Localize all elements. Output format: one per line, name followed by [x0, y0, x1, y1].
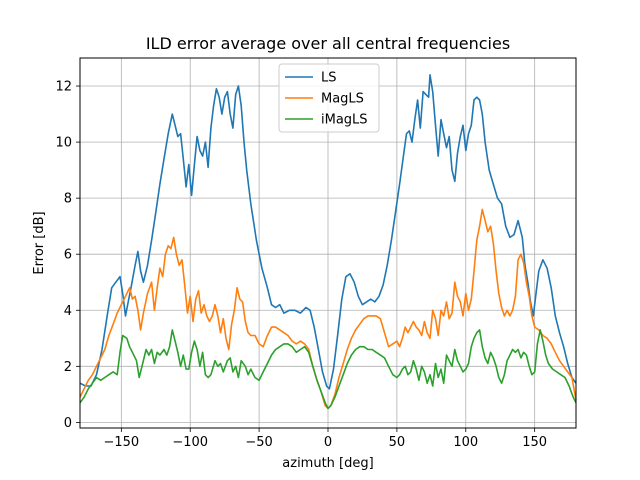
x-tick-label: 150: [522, 435, 547, 450]
y-tick-label: 0: [64, 416, 72, 431]
chart-title: ILD error average over all central frequ…: [146, 34, 510, 53]
y-tick-label: 6: [64, 248, 72, 263]
x-axis-label: azimuth [deg]: [282, 456, 373, 471]
x-axis: −150 −100 −50 0 50 100 150: [103, 428, 547, 450]
series-line-ls: [79, 74, 577, 390]
y-tick-label: 10: [55, 136, 72, 151]
series-line-imagls: [79, 329, 577, 410]
x-tick-label: −50: [245, 435, 272, 450]
x-tick-label: −150: [103, 435, 139, 450]
y-tick-label: 8: [64, 192, 72, 207]
legend: LS MagLS iMagLS: [278, 63, 380, 133]
y-tick-label: 2: [64, 360, 72, 375]
legend-label: MagLS: [321, 92, 364, 107]
y-tick-label: 12: [55, 80, 72, 95]
legend-box: [278, 63, 380, 133]
x-tick-label: 50: [389, 435, 406, 450]
y-tick-label: 4: [64, 304, 72, 319]
x-tick-label: −100: [172, 435, 208, 450]
legend-label: iMagLS: [321, 113, 368, 128]
y-axis-label: Error [dB]: [32, 211, 47, 274]
y-axis: 0 2 4 6 8 10 12: [55, 80, 80, 431]
x-tick-label: 0: [324, 435, 332, 450]
legend-label: LS: [321, 71, 337, 86]
x-tick-label: 100: [453, 435, 478, 450]
series-layer: [79, 74, 577, 410]
